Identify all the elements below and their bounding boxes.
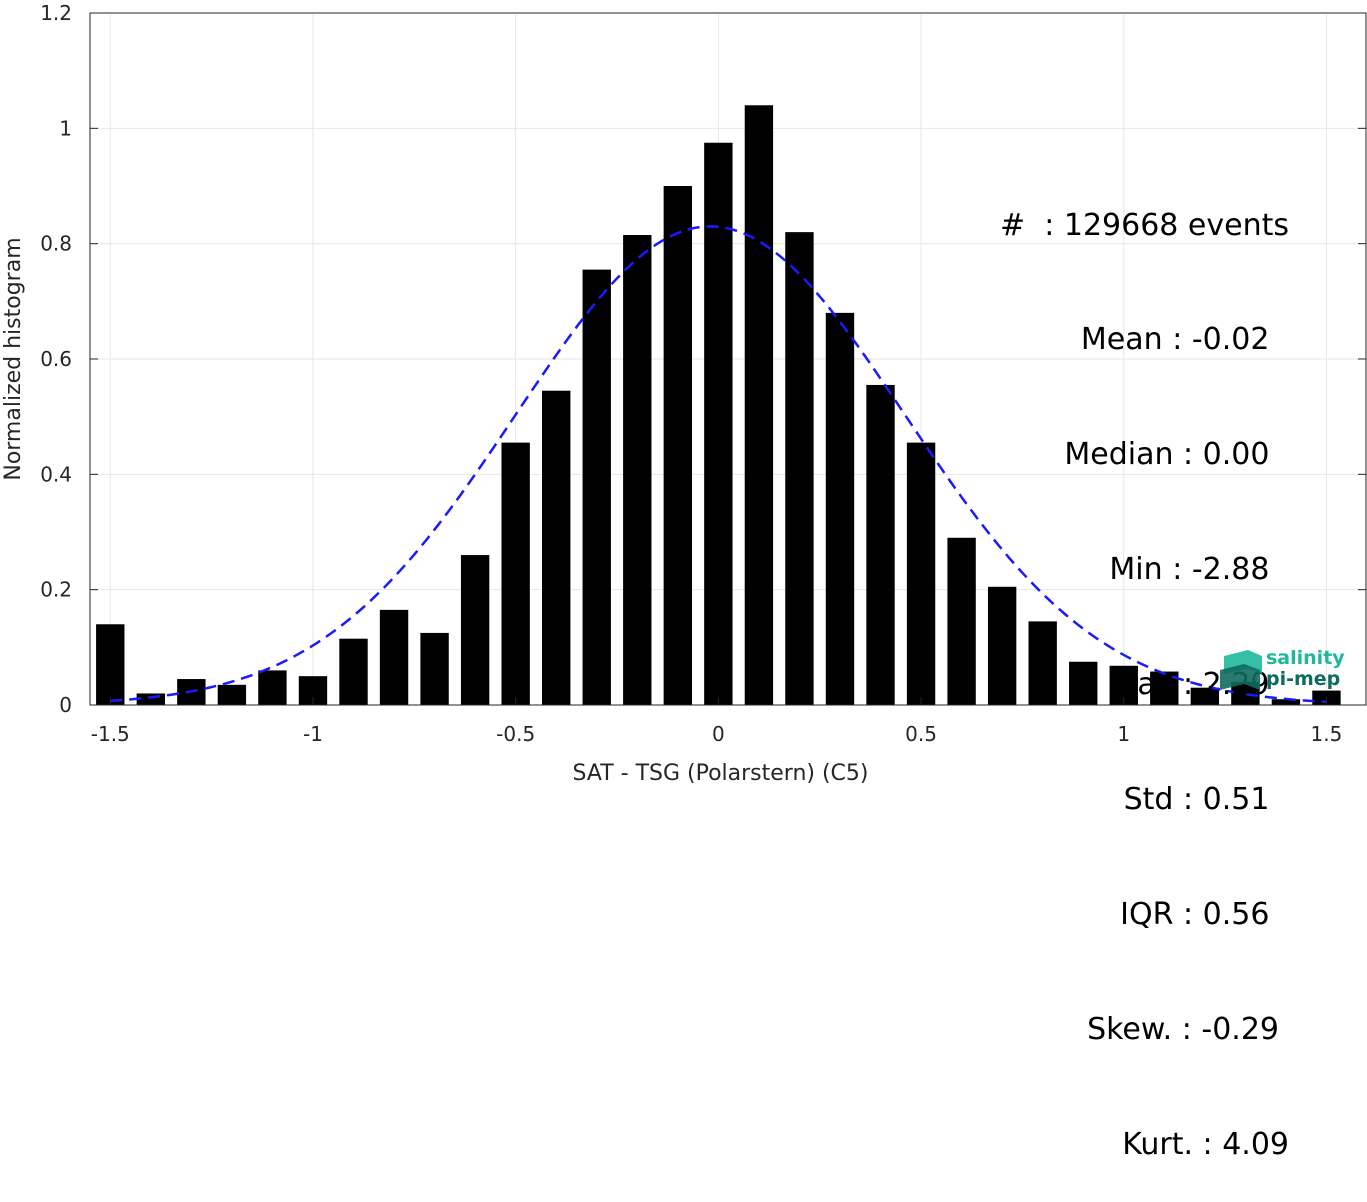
histogram-bar: [339, 638, 368, 705]
histogram-bar: [785, 232, 814, 705]
histogram-bar: [258, 670, 287, 705]
stat-median: Median : 0.00: [1064, 437, 1279, 473]
y-tick-label: 1.2: [40, 1, 72, 25]
x-tick-label: 0.5: [905, 722, 937, 746]
histogram-bar: [96, 624, 125, 705]
stat-mean: Mean : -0.02: [1080, 322, 1279, 358]
logo-line-1: salinity: [1266, 647, 1345, 669]
x-tick-label: -1.5: [91, 722, 130, 746]
histogram-bar: [1231, 681, 1260, 705]
x-axis-label: SAT - TSG (Polarstern) (C5): [572, 761, 868, 785]
y-tick-label: 0.6: [40, 347, 72, 371]
wave-logo-icon: [1220, 650, 1262, 690]
histogram-bar: [704, 142, 733, 705]
stat-skew: Skew. : -0.29: [1087, 1011, 1279, 1047]
y-tick-label: 0.4: [40, 462, 72, 486]
stat-kurt: Kurt. : 4.09: [1122, 1126, 1289, 1162]
histogram-bar: [501, 442, 530, 705]
histogram-bar: [460, 555, 490, 705]
x-tick-label: 1.5: [1311, 722, 1343, 746]
stat-events: # : 129668 events: [1000, 207, 1289, 243]
histogram-chart: -1.5 -1 -0.5 0 0.5 1 1.5 0 0.2 0.4 0.6 0.8 1 1.2 SAT…: [1, 1, 1367, 785]
stat-iqr: IQR : 0.56: [1120, 896, 1279, 932]
histogram-bar: [623, 235, 652, 705]
logo-line-2: pi-mep: [1266, 668, 1341, 690]
histogram-bar: [825, 312, 855, 705]
stat-min: Min : -2.88: [1109, 552, 1279, 588]
y-tick-label: 0.2: [40, 578, 72, 602]
x-tick-label: 0: [712, 722, 725, 746]
bar-series: [96, 105, 1341, 706]
histogram-bar: [136, 693, 165, 705]
histogram-bar: [1190, 687, 1220, 705]
x-tick-label: 1: [1117, 722, 1130, 746]
histogram-bar: [744, 105, 774, 706]
y-tick-label: 0: [59, 693, 72, 717]
gaussian-fit-curve: [110, 225, 1327, 704]
histogram-bar: [420, 632, 449, 705]
x-tick-label: -1: [303, 722, 323, 746]
histogram-bar: [542, 390, 571, 705]
histogram-bar: [906, 442, 936, 705]
histogram-bar: [1271, 699, 1301, 705]
histogram-bar: [582, 269, 611, 705]
salinity-pimep-logo: salinity pi-mep: [1218, 648, 1348, 694]
x-axis-ticks: -1.5 -1 -0.5 0 0.5 1 1.5: [91, 697, 1343, 746]
histogram-bar: [987, 586, 1017, 705]
y-tick-label: 1: [59, 116, 72, 140]
histogram-bar: [947, 537, 976, 705]
y-tick-label: 0.8: [40, 232, 72, 256]
histogram-bar: [379, 609, 409, 705]
x-tick-label: -0.5: [496, 722, 535, 746]
histogram-bar: [866, 384, 895, 705]
histogram-bar: [217, 684, 247, 705]
histogram-bar: [663, 186, 693, 705]
histogram-bar: [1028, 621, 1057, 705]
stat-std: Std : 0.51: [1123, 782, 1279, 818]
y-axis-ticks: 0 0.2 0.4 0.6 0.8 1 1.2: [40, 1, 1366, 717]
histogram-bar: [1069, 661, 1098, 705]
y-axis-label: Normalized histogram: [1, 237, 26, 480]
